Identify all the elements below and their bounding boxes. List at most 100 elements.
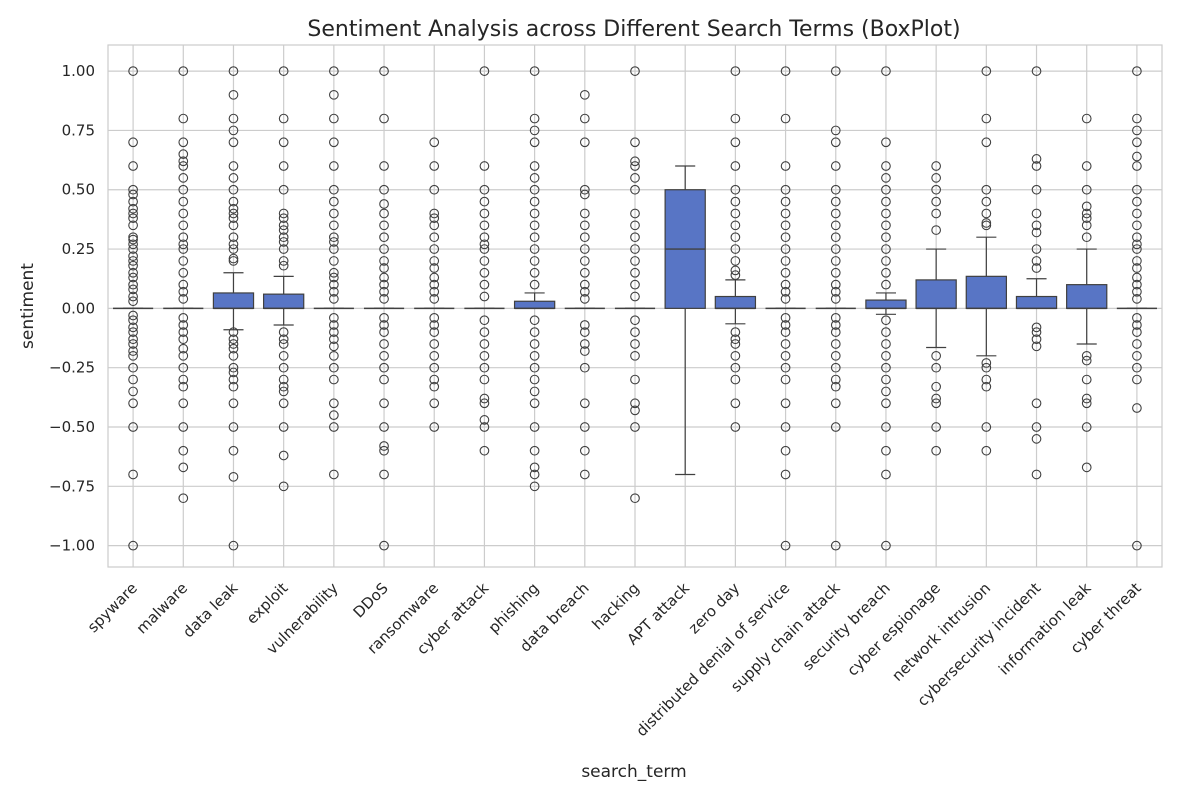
- outlier-point: [178, 149, 189, 159]
- outlier-point: [730, 161, 741, 171]
- outlier-point: [479, 244, 490, 254]
- outlier-point: [429, 232, 440, 243]
- outlier-point: [1031, 341, 1042, 352]
- box-16: [915, 248, 957, 349]
- outlier-point: [1132, 66, 1142, 76]
- outlier-point: [1081, 422, 1092, 432]
- outlier-point: [178, 267, 189, 278]
- outlier-point: [830, 279, 841, 290]
- outlier-point: [1081, 220, 1092, 231]
- outlier-point: [178, 350, 189, 361]
- outlier-point: [128, 279, 138, 290]
- outlier-point: [1132, 286, 1142, 297]
- outlier-point: [228, 196, 239, 207]
- outlier-point: [479, 279, 490, 290]
- outlier-point: [329, 362, 339, 373]
- outlier-point: [830, 294, 841, 304]
- outlier-point: [228, 89, 239, 100]
- outlier-point: [780, 184, 791, 195]
- outlier-point: [178, 232, 189, 243]
- outlier-point: [830, 196, 841, 207]
- outlier-point: [128, 189, 138, 200]
- outlier-point: [1132, 272, 1142, 283]
- outlier-point: [178, 137, 189, 148]
- outlier-point: [479, 422, 490, 432]
- outlier-point: [1031, 184, 1042, 195]
- box-iqr: [1015, 295, 1058, 309]
- outlier-point: [479, 339, 490, 349]
- outlier-point: [981, 358, 992, 368]
- outlier-point: [178, 66, 189, 76]
- outlier-point: [529, 350, 540, 361]
- outlier-point: [329, 286, 339, 297]
- y-tick-labels: −1.00 −0.75 −0.50 −0.25 0.00 0.25 0.50 0.75 1.00: [49, 62, 95, 555]
- outlier-point: [931, 161, 941, 171]
- outlier-point: [178, 220, 189, 231]
- outlier-point: [981, 362, 992, 373]
- outlier-point: [278, 256, 289, 266]
- outlier-point: [780, 113, 791, 124]
- outlier-point: [1031, 256, 1042, 266]
- outlier-point: [278, 481, 289, 492]
- outlier-point: [529, 161, 540, 171]
- outlier-point: [228, 244, 239, 254]
- outlier-point: [278, 362, 289, 373]
- outlier-point: [228, 374, 239, 385]
- outlier-point: [228, 173, 239, 183]
- outlier-point: [529, 462, 540, 473]
- outlier-point: [479, 220, 490, 231]
- outlier-point: [128, 208, 138, 219]
- outlier-point: [881, 267, 891, 278]
- outlier-point: [178, 196, 189, 207]
- outlier-point: [529, 125, 540, 136]
- outlier-point: [1031, 469, 1042, 480]
- outlier-point: [228, 203, 239, 214]
- outlier-point: [1132, 244, 1142, 254]
- outlier-point: [529, 208, 540, 219]
- outlier-point: [1132, 320, 1142, 330]
- outlier-point: [429, 279, 440, 290]
- y-axis-label: sentiment: [18, 263, 38, 349]
- outlier-point: [830, 161, 841, 171]
- outlier-point: [981, 218, 992, 228]
- outlier-point: [178, 343, 189, 354]
- outlier-point: [429, 350, 440, 361]
- box-12: [714, 279, 757, 325]
- box-iqr: [714, 295, 757, 309]
- outlier-point: [780, 313, 791, 323]
- outlier-point: [379, 263, 389, 273]
- outlier-point: [1132, 279, 1142, 290]
- outlier-point: [1031, 227, 1042, 238]
- outlier-point: [128, 398, 138, 409]
- outlier-point: [329, 137, 339, 148]
- box-layer: [113, 165, 1157, 476]
- outlier-point: [780, 66, 791, 76]
- outlier-point: [128, 213, 138, 224]
- x-tick-label: data leak: [179, 579, 241, 641]
- outlier-point: [278, 66, 289, 76]
- outlier-point: [529, 232, 540, 243]
- outlier-point: [780, 469, 791, 480]
- outlier-point: [630, 220, 640, 231]
- outlier-point: [479, 267, 490, 278]
- outlier-point: [780, 398, 791, 409]
- outlier-point: [128, 137, 138, 148]
- outlier-point: [529, 244, 540, 254]
- outlier-point: [178, 156, 189, 167]
- outlier-point: [830, 374, 841, 385]
- outlier-point: [529, 196, 540, 207]
- outlier-point: [178, 161, 189, 171]
- outlier-point: [228, 137, 239, 148]
- outlier-point: [780, 294, 791, 304]
- outlier-point: [630, 66, 640, 76]
- outlier-point: [329, 350, 339, 361]
- outlier-point: [379, 244, 389, 254]
- outlier-point: [529, 184, 540, 195]
- outlier-point: [178, 279, 189, 290]
- outlier-point: [1081, 201, 1092, 212]
- outlier-point: [178, 286, 189, 297]
- outlier-point: [981, 374, 992, 385]
- outlier-point: [178, 244, 189, 254]
- outlier-point: [128, 244, 138, 254]
- outlier-point: [830, 362, 841, 373]
